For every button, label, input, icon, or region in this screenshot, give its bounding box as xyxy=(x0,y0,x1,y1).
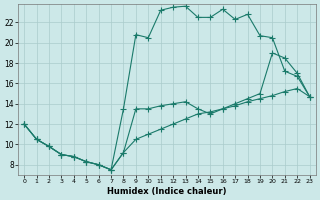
X-axis label: Humidex (Indice chaleur): Humidex (Indice chaleur) xyxy=(107,187,227,196)
